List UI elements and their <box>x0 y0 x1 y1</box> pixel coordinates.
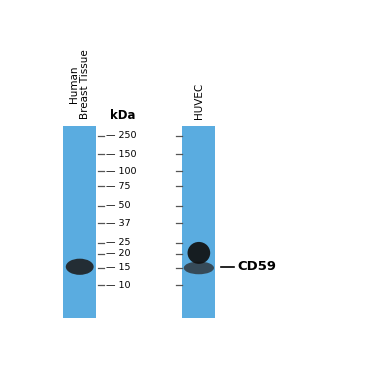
Text: CD59: CD59 <box>237 260 276 273</box>
Text: — 20: — 20 <box>106 249 131 258</box>
Text: — 150: — 150 <box>106 150 137 159</box>
Ellipse shape <box>188 242 210 264</box>
Ellipse shape <box>66 259 94 275</box>
Text: Human
Breast Tissue: Human Breast Tissue <box>69 49 90 118</box>
Text: HUVEC: HUVEC <box>194 82 204 118</box>
Text: — 37: — 37 <box>106 219 131 228</box>
Text: — 15: — 15 <box>106 263 131 272</box>
Bar <box>182 126 215 318</box>
Text: — 100: — 100 <box>106 167 137 176</box>
Text: — 10: — 10 <box>106 281 131 290</box>
Text: — 50: — 50 <box>106 201 131 210</box>
Text: — 250: — 250 <box>106 132 137 141</box>
Ellipse shape <box>184 262 214 274</box>
Text: — 25: — 25 <box>106 238 131 247</box>
Bar <box>63 126 96 318</box>
Text: — 75: — 75 <box>106 182 131 191</box>
Text: kDa: kDa <box>110 108 135 122</box>
